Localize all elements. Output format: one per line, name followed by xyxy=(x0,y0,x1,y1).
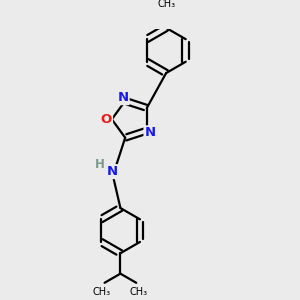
Text: O: O xyxy=(101,113,112,126)
Text: N: N xyxy=(145,126,156,139)
Text: CH₃: CH₃ xyxy=(157,0,175,8)
Text: N: N xyxy=(118,91,129,104)
Text: H: H xyxy=(95,158,105,171)
Text: N: N xyxy=(106,165,118,178)
Text: CH₃: CH₃ xyxy=(93,287,111,297)
Text: CH₃: CH₃ xyxy=(130,287,148,297)
